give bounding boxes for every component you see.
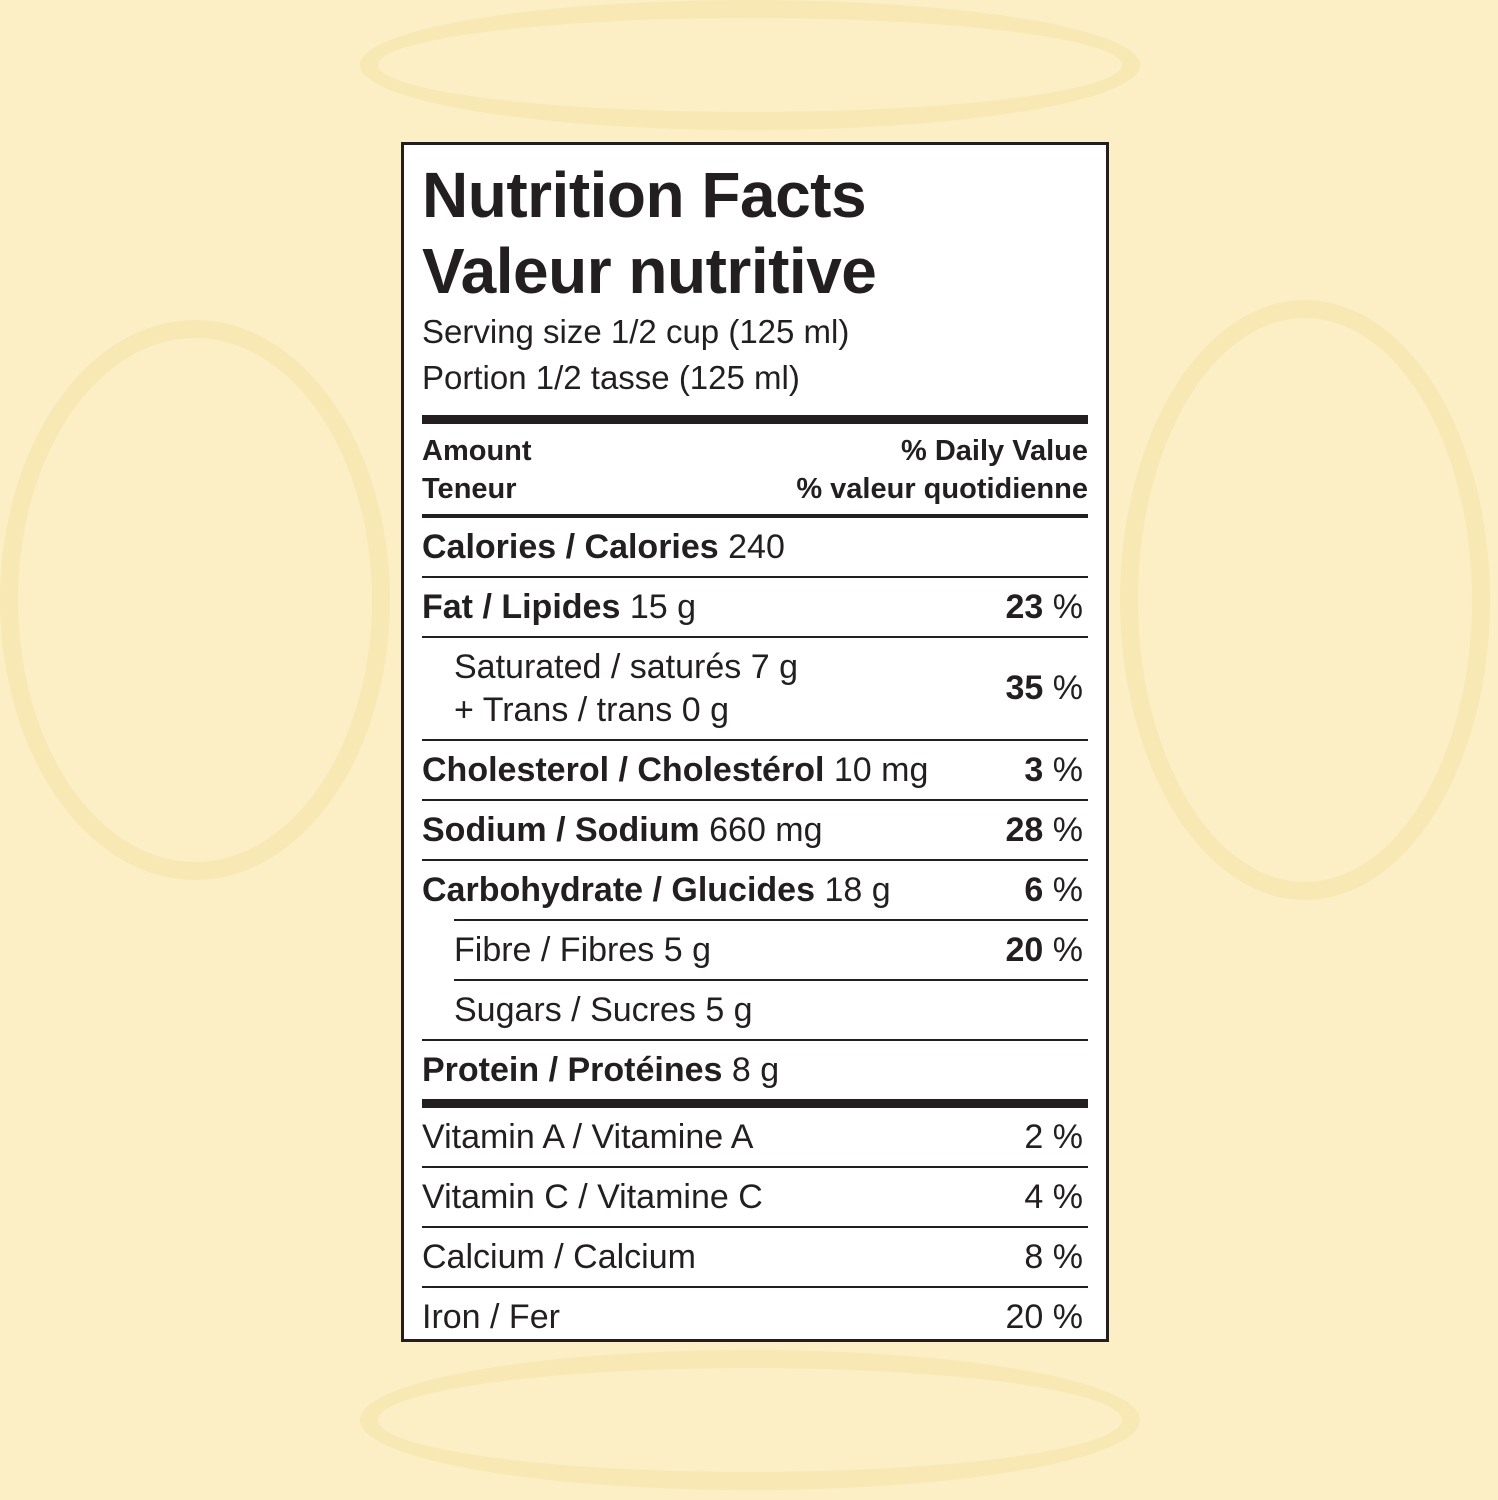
pct-unit: %	[1052, 669, 1083, 707]
fibre-pct: 20	[1005, 930, 1044, 969]
vitamin-a-pct: 2 %	[1024, 1117, 1083, 1156]
saturated-pct: 35	[1005, 669, 1044, 707]
fat-value: 15 g	[629, 587, 696, 626]
row-sugars: Sugars / Sucres 5 g	[422, 981, 1088, 1041]
row-carbohydrate: Carbohydrate / Glucides 18 g 6 %	[422, 861, 1088, 919]
cholesterol-value: 10 mg	[833, 750, 929, 789]
teneur-label: Teneur	[422, 473, 517, 505]
calories-label: Calories / Calories	[422, 527, 719, 566]
row-calories: Calories / Calories 240	[422, 518, 1088, 578]
divider	[422, 514, 1088, 518]
thick-divider	[422, 415, 1088, 424]
serving-size-en: Serving size 1/2 cup (125 ml)	[422, 313, 850, 350]
thick-divider	[422, 1099, 1088, 1108]
background-ornament	[1120, 300, 1490, 900]
title-fr: Valeur nutritive	[422, 235, 877, 307]
serving-size-fr: Portion 1/2 tasse (125 ml)	[422, 359, 800, 396]
pct-unit: %	[1052, 587, 1083, 626]
trans-label: + Trans / trans 0 g	[454, 690, 729, 729]
row-vitamin-a: Vitamin A / Vitamine A 2 %	[422, 1108, 1088, 1168]
carbohydrate-label: Carbohydrate / Glucides	[422, 870, 815, 909]
row-fibre: Fibre / Fibres 5 g 20 %	[454, 919, 1088, 981]
row-calcium: Calcium / Calcium 8 %	[422, 1228, 1088, 1288]
nutrition-facts-label: Nutrition Facts Valeur nutritive Serving…	[401, 142, 1109, 1342]
sodium-pct: 28	[1005, 810, 1044, 849]
title-en: Nutrition Facts	[422, 159, 867, 231]
background-ornament	[360, 1350, 1140, 1490]
column-header: Amount Teneur % Daily Value % valeur quoti…	[422, 432, 1088, 508]
row-iron: Iron / Fer 20 %	[422, 1288, 1088, 1346]
row-protein: Protein / Protéines 8 g	[422, 1041, 1088, 1099]
pct-unit: %	[1052, 750, 1083, 789]
pct-unit: %	[1052, 870, 1083, 909]
amount-label: Amount	[422, 435, 532, 467]
pct-unit: %	[1052, 810, 1083, 849]
pct-unit: %	[1052, 930, 1083, 969]
iron-label: Iron / Fer	[422, 1297, 560, 1336]
fat-pct: 23	[1005, 587, 1044, 626]
vitamin-c-label: Vitamin C / Vitamine C	[422, 1177, 763, 1216]
calcium-label: Calcium / Calcium	[422, 1237, 696, 1276]
background-ornament	[360, 0, 1140, 130]
row-vitamin-c: Vitamin C / Vitamine C 4 %	[422, 1168, 1088, 1228]
valeur-quotidienne-label: % valeur quotidienne	[796, 473, 1088, 505]
cholesterol-label: Cholesterol / Cholestérol	[422, 750, 825, 789]
row-fat: Fat / Lipides 15 g 23 %	[422, 578, 1088, 638]
carbohydrate-value: 18 g	[824, 870, 891, 909]
saturated-label: Saturated / saturés 7 g	[454, 647, 798, 686]
vitamin-c-pct: 4 %	[1024, 1177, 1083, 1216]
calories-value: 240	[728, 527, 785, 566]
background-ornament	[0, 320, 390, 880]
daily-value-label: % Daily Value	[901, 435, 1088, 467]
calcium-pct: 8 %	[1024, 1237, 1083, 1276]
fibre-label: Fibre / Fibres 5 g	[454, 930, 711, 969]
row-saturated-trans: Saturated / saturés 7 g + Trans / trans 0…	[422, 638, 1088, 741]
carbohydrate-pct: 6	[1024, 870, 1044, 909]
vitamin-a-label: Vitamin A / Vitamine A	[422, 1117, 754, 1156]
sugars-label: Sugars / Sucres 5 g	[454, 990, 753, 1029]
cholesterol-pct: 3	[1024, 750, 1044, 789]
protein-label: Protein / Protéines	[422, 1050, 723, 1089]
row-cholesterol: Cholesterol / Cholestérol 10 mg 3 %	[422, 741, 1088, 801]
protein-value: 8 g	[731, 1050, 780, 1089]
iron-pct: 20 %	[1005, 1297, 1084, 1336]
row-sodium: Sodium / Sodium 660 mg 28 %	[422, 801, 1088, 861]
sodium-value: 660 mg	[709, 810, 823, 849]
sodium-label: Sodium / Sodium	[422, 810, 700, 849]
fat-label: Fat / Lipides	[422, 587, 621, 626]
